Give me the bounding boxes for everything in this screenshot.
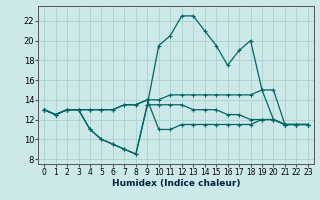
X-axis label: Humidex (Indice chaleur): Humidex (Indice chaleur): [112, 179, 240, 188]
